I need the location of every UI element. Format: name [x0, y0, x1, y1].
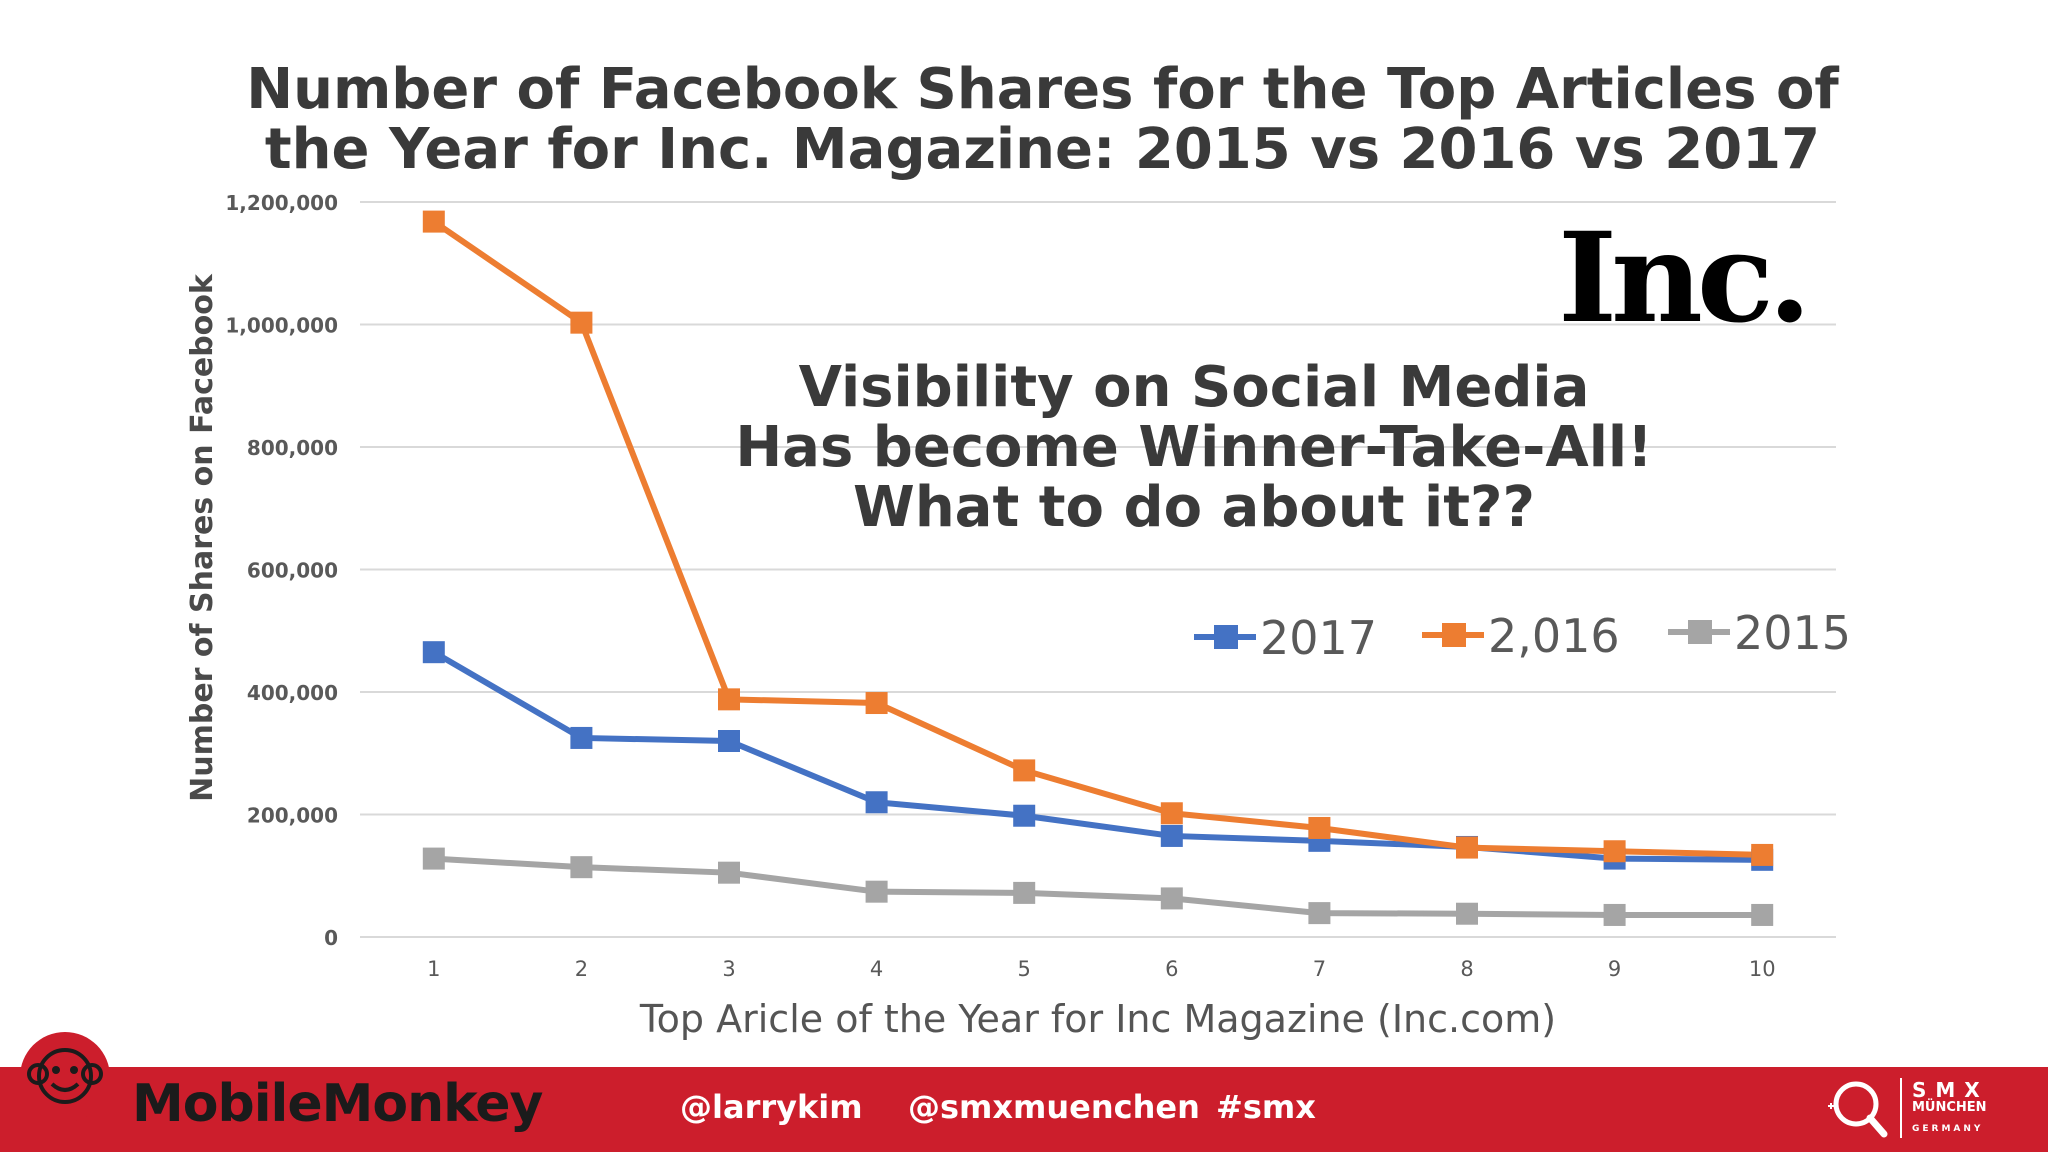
- y-tick-labels: 0 200,000 400,000 600,000 800,000 1,000,000 1,…: [225, 191, 338, 950]
- y-tick-label: 1,200,000: [225, 191, 338, 215]
- x-tick-label: 4: [870, 957, 883, 981]
- data-point-2015: [1013, 881, 1036, 904]
- chart-title-line-1: Number of Facebook Shares for the Top Ar…: [246, 57, 1839, 122]
- data-point-2017: [1013, 804, 1036, 827]
- twitter-handle-larrykim[interactable]: @larrykim: [680, 1088, 863, 1126]
- grid-lines: [360, 201, 1836, 938]
- data-point-2016: [570, 311, 593, 334]
- data-point-2016: [1308, 816, 1331, 839]
- y-tick-label: 800,000: [247, 436, 338, 460]
- smx-divider: [1900, 1078, 1902, 1138]
- hashtag-smx[interactable]: #smx: [1216, 1088, 1316, 1126]
- data-point-2017: [718, 730, 740, 752]
- monkey-icon: [27, 1048, 103, 1104]
- data-point-2016: [718, 688, 740, 711]
- data-point-2017: [865, 791, 888, 814]
- smx-logo-title: SMX: [1912, 1078, 1989, 1102]
- legend-label: 2015: [1734, 606, 1851, 660]
- legend-swatch-marker: [1214, 625, 1238, 649]
- y-tick-label: 0: [324, 926, 338, 950]
- smx-logo-city: MÜNCHEN: [1912, 1100, 1987, 1115]
- x-tick-label: 5: [1018, 957, 1031, 981]
- series-points: [422, 210, 1774, 926]
- data-point-2016: [1013, 759, 1036, 782]
- inc-logo: Inc.: [1558, 206, 1812, 351]
- x-tick-label: 7: [1313, 957, 1326, 981]
- chart-title-line-2: the Year for Inc. Magazine: 2015 vs 2016…: [264, 117, 1821, 182]
- data-point-2016: [1603, 840, 1626, 863]
- legend-label: 2017: [1260, 611, 1377, 665]
- y-tick-label: 400,000: [247, 681, 338, 705]
- x-tick-label: 1: [427, 957, 440, 981]
- series-lines: [432, 219, 1763, 918]
- smx-logo-country: GERMANY: [1912, 1124, 1984, 1134]
- data-point-2015: [1160, 887, 1183, 910]
- x-tick-label: 9: [1608, 957, 1621, 981]
- data-point-2015: [422, 847, 445, 870]
- legend-swatch-marker: [1688, 620, 1712, 644]
- y-tick-label: 1,000,000: [225, 314, 338, 338]
- magnifier-icon: [1828, 1081, 1888, 1138]
- data-point-2015: [1308, 902, 1331, 925]
- data-point-2015: [1751, 903, 1774, 926]
- annotation-line-3: What to do about it??: [853, 475, 1535, 540]
- y-tick-label: 200,000: [247, 804, 338, 828]
- y-tick-label: 600,000: [247, 559, 338, 583]
- legend-label: 2,016: [1488, 609, 1620, 663]
- series-line-2015: [433, 855, 1763, 918]
- x-tick-label: 8: [1460, 957, 1473, 981]
- annotation-line-1: Visibility on Social Media: [798, 355, 1590, 420]
- footer-bar: [0, 1067, 2048, 1152]
- data-point-2015: [1603, 903, 1626, 926]
- line-chart: 0 200,000 400,000 600,000 800,000 1,000,000 1,…: [185, 191, 1851, 1041]
- x-tick-labels: 1 2 3 4 5 6 7 8 9 10: [427, 957, 1775, 981]
- data-point-2015: [570, 856, 593, 879]
- data-point-2016: [865, 692, 888, 715]
- annotation-line-2: Has become Winner-Take-All!: [735, 415, 1653, 480]
- x-tick-label: 3: [722, 957, 735, 981]
- mobilemonkey-badge: [20, 1032, 110, 1122]
- x-tick-label: 2: [575, 957, 588, 981]
- data-point-2016: [1160, 802, 1183, 825]
- brand-name: MobileMonkey: [132, 1074, 543, 1134]
- twitter-handle-smxmuenchen[interactable]: @smxmuenchen: [908, 1088, 1200, 1126]
- data-point-2015: [865, 880, 888, 903]
- data-point-2015: [1456, 902, 1478, 925]
- data-point-2017: [1160, 824, 1183, 847]
- data-point-2015: [718, 861, 740, 884]
- data-point-2017: [570, 726, 593, 749]
- x-tick-label: 10: [1749, 957, 1776, 981]
- x-tick-label: 6: [1165, 957, 1178, 981]
- series-line-2016: [432, 219, 1763, 858]
- legend-swatch-marker: [1442, 623, 1466, 647]
- y-axis-label: Number of Shares on Facebook: [185, 273, 220, 802]
- x-axis-label: Top Aricle of the Year for Inc Magazine …: [639, 997, 1556, 1041]
- data-point-2016: [422, 210, 445, 233]
- data-point-2017: [422, 641, 445, 664]
- data-point-2016: [1751, 843, 1774, 866]
- data-point-2016: [1456, 836, 1478, 859]
- legend: 2017 2,016 2015: [1194, 606, 1851, 665]
- series-line-2017: [432, 649, 1763, 863]
